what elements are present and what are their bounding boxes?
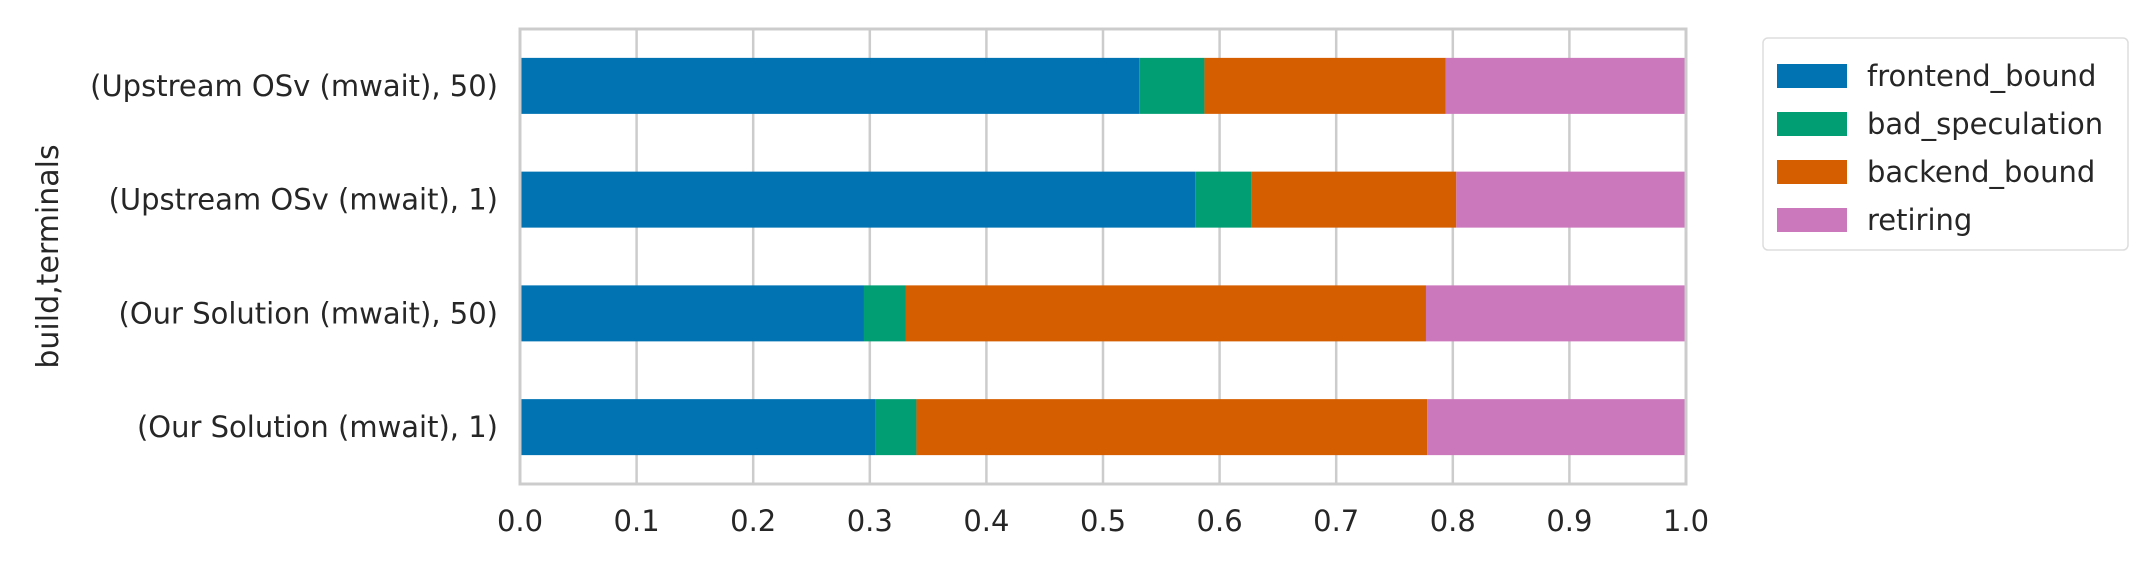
y-tick-label: (Our Solution (mwait), 1) bbox=[137, 410, 498, 444]
bar-retiring bbox=[1445, 57, 1686, 114]
y-tick-label: (Upstream OSv (mwait), 50) bbox=[90, 69, 498, 103]
bar-frontend_bound bbox=[520, 57, 1140, 114]
legend-swatch-bad_speculation bbox=[1777, 112, 1847, 136]
bar-retiring bbox=[1456, 171, 1686, 228]
bar-frontend_bound bbox=[520, 399, 876, 456]
bar-frontend_bound bbox=[520, 285, 864, 342]
y-tick-label: (Our Solution (mwait), 50) bbox=[119, 296, 498, 330]
x-tick-label: 0.3 bbox=[847, 504, 893, 538]
legend-swatch-retiring bbox=[1777, 208, 1847, 232]
legend-swatch-backend_bound bbox=[1777, 160, 1847, 184]
legend-label-retiring: retiring bbox=[1867, 203, 1972, 237]
x-tick-label: 0.8 bbox=[1430, 504, 1476, 538]
bars-layer bbox=[520, 57, 1686, 456]
bar-frontend_bound bbox=[520, 171, 1196, 228]
x-tick-label: 0.0 bbox=[497, 504, 543, 538]
x-tick-label: 0.2 bbox=[730, 504, 776, 538]
legend-frame bbox=[1762, 37, 2129, 251]
legend-swatch-frontend_bound bbox=[1777, 64, 1847, 88]
bar-backend_bound bbox=[905, 285, 1426, 342]
bar-retiring bbox=[1427, 399, 1686, 456]
x-tick-label: 1.0 bbox=[1663, 504, 1709, 538]
bar-backend_bound bbox=[1251, 171, 1457, 228]
plot-frame bbox=[518, 27, 1688, 486]
legend-label-backend_bound: backend_bound bbox=[1867, 155, 2095, 189]
bar-bad_speculation bbox=[875, 399, 917, 456]
y-axis-label: build,terminals bbox=[31, 144, 66, 368]
legend-label-bad_speculation: bad_speculation bbox=[1867, 107, 2103, 141]
y-tick-label: (Upstream OSv (mwait), 1) bbox=[109, 183, 498, 217]
x-tick-label: 0.7 bbox=[1313, 504, 1359, 538]
x-tick-label: 0.9 bbox=[1546, 504, 1592, 538]
bar-bad_speculation bbox=[1139, 57, 1205, 114]
bar-backend_bound bbox=[1204, 57, 1446, 114]
legend-label-frontend_bound: frontend_bound bbox=[1867, 59, 2096, 93]
x-tick-label: 0.4 bbox=[963, 504, 1009, 538]
x-tick-label: 0.1 bbox=[614, 504, 660, 538]
bar-retiring bbox=[1425, 285, 1686, 342]
y-tick-labels: (Upstream OSv (mwait), 50) (Upstream OSv … bbox=[90, 69, 498, 444]
bar-bad_speculation bbox=[1195, 171, 1252, 228]
bar-bad_speculation bbox=[863, 285, 906, 342]
x-tick-labels: 0.0 0.1 0.2 0.3 0.4 0.5 0.6 0.7 0.8 0.9 1.0 bbox=[497, 504, 1709, 538]
x-tick-label: 0.5 bbox=[1080, 504, 1126, 538]
bar-backend_bound bbox=[916, 399, 1428, 456]
legend: frontend_bound bad_speculation backend_bou… bbox=[1762, 37, 2129, 251]
x-tick-label: 0.6 bbox=[1197, 504, 1243, 538]
